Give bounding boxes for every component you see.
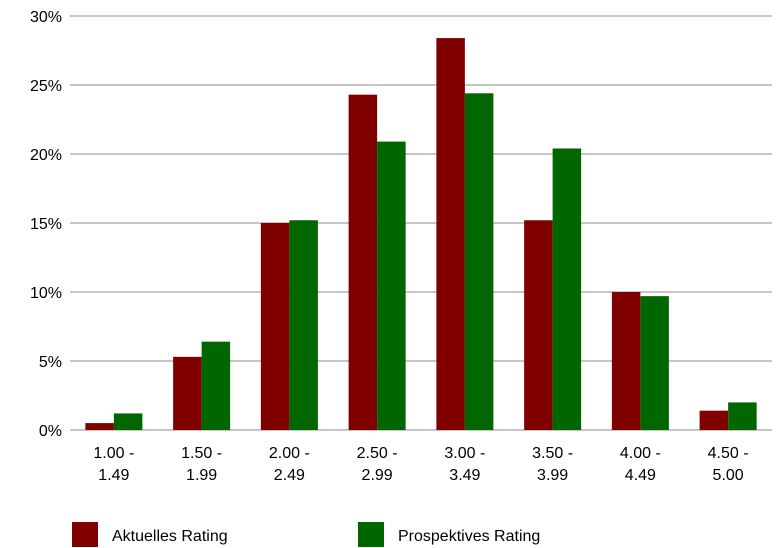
bar-prospektives-3 xyxy=(377,141,406,430)
legend-label: Aktuelles Rating xyxy=(112,528,228,545)
bar-aktuelles-6 xyxy=(611,292,641,430)
y-tick-label: 25% xyxy=(30,78,62,95)
bar-prospektives-2 xyxy=(289,220,318,430)
x-tick-label: 3.99 xyxy=(537,467,568,484)
bar-prospektives-5 xyxy=(552,148,582,431)
y-tick-label: 30% xyxy=(30,9,62,26)
bar-prospektives-7 xyxy=(728,402,757,430)
bar-prospektives-6 xyxy=(640,296,669,430)
x-tick-label: 3.50 - xyxy=(532,445,573,462)
bar-aktuelles-5 xyxy=(524,220,553,430)
x-tick-label: 1.00 - xyxy=(93,445,134,462)
y-tick-label: 10% xyxy=(30,285,62,302)
bar-aktuelles-7 xyxy=(699,410,729,430)
y-tick-label: 0% xyxy=(39,423,62,440)
bar-aktuelles-0 xyxy=(85,423,114,430)
legend-swatch xyxy=(358,522,384,547)
bar-aktuelles-3 xyxy=(348,94,378,430)
bars xyxy=(85,38,757,431)
y-axis-ticks: 0% 5% 10% 15% 20% 25% 30% xyxy=(30,9,62,440)
x-tick-label: 2.50 - xyxy=(357,445,398,462)
x-tick-label: 2.99 xyxy=(362,467,393,484)
x-tick-label: 1.99 xyxy=(186,467,217,484)
bar-prospektives-1 xyxy=(201,341,231,430)
x-axis-ticks: 1.00 - 1.49 1.50 - 1.99 2.00 - 2.49 2.50 - 2.99… xyxy=(93,445,748,484)
x-tick-label: 3.49 xyxy=(449,467,480,484)
y-tick-label: 20% xyxy=(30,147,62,164)
y-tick-label: 5% xyxy=(39,354,62,371)
x-tick-label: 5.00 xyxy=(713,467,744,484)
x-tick-label: 1.50 - xyxy=(181,445,222,462)
bar-aktuelles-1 xyxy=(173,356,202,430)
legend-swatch xyxy=(72,522,98,547)
legend: Aktuelles Rating Prospektives Rating xyxy=(72,522,540,547)
x-tick-label: 4.00 - xyxy=(620,445,661,462)
x-tick-label: 2.00 - xyxy=(269,445,310,462)
y-tick-label: 15% xyxy=(30,216,62,233)
x-tick-label: 2.49 xyxy=(274,467,305,484)
legend-label: Prospektives Rating xyxy=(398,528,540,545)
x-tick-label: 3.00 - xyxy=(444,445,485,462)
bar-aktuelles-4 xyxy=(436,38,465,431)
x-tick-label: 4.49 xyxy=(625,467,656,484)
bar-prospektives-4 xyxy=(464,93,494,430)
bar-prospektives-0 xyxy=(113,413,143,430)
bar-aktuelles-2 xyxy=(260,223,290,430)
x-tick-label: 1.49 xyxy=(98,467,129,484)
x-tick-label: 4.50 - xyxy=(708,445,749,462)
